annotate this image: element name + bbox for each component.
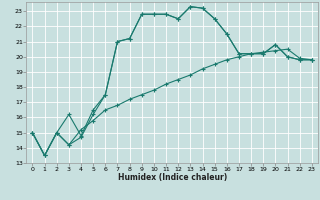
- X-axis label: Humidex (Indice chaleur): Humidex (Indice chaleur): [117, 173, 227, 182]
